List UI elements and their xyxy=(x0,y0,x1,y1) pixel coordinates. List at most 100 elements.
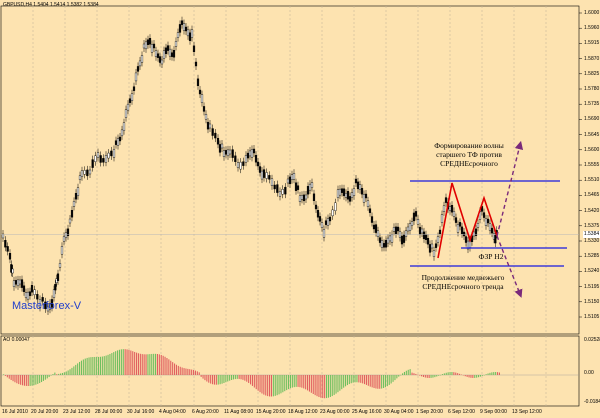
ao-bar xyxy=(272,375,274,397)
ao-bar xyxy=(232,375,234,380)
ao-bar xyxy=(312,375,314,394)
candle-body xyxy=(324,220,328,225)
ao-bar xyxy=(316,375,318,397)
candle-body xyxy=(136,66,140,72)
ao-bar xyxy=(223,375,225,384)
candle-body xyxy=(36,294,39,300)
candle-body xyxy=(142,43,146,49)
price-axis-tick: 1.5690 xyxy=(584,116,600,123)
candle-body xyxy=(62,236,66,242)
candle-body xyxy=(80,170,84,178)
candle-body xyxy=(216,137,220,145)
ao-bar xyxy=(339,375,341,391)
ao-bar xyxy=(303,375,305,389)
candle-body xyxy=(8,252,12,260)
time-axis: 16 Jul 2010 20 Jul 20:00 23 Jul 12:00 28 Ju… xyxy=(0,407,600,418)
ao-bar xyxy=(73,366,75,375)
candle-body xyxy=(74,192,78,200)
ao-bar xyxy=(141,354,143,375)
candle-body xyxy=(394,226,398,235)
candle-body xyxy=(256,161,260,167)
ao-bar xyxy=(365,375,367,385)
ao-bar xyxy=(107,354,109,375)
candle-body xyxy=(16,279,20,287)
ao-bar xyxy=(322,375,324,399)
ao-bar xyxy=(255,375,257,390)
indicator-axis-tick: 0.02528 xyxy=(584,337,600,343)
price-axis-tick: 1.5825 xyxy=(584,70,600,77)
ao-bar xyxy=(352,375,354,383)
candle-body xyxy=(440,214,444,223)
brand-watermark: Masterforex-V xyxy=(12,300,82,312)
ao-bar xyxy=(396,375,398,379)
ao-bar xyxy=(377,375,379,389)
candle-body xyxy=(344,193,348,198)
ao-bar xyxy=(253,375,255,388)
ao-bar xyxy=(52,374,54,375)
candle-body xyxy=(484,218,488,227)
ao-bar xyxy=(335,375,337,394)
ao-bar xyxy=(231,375,233,380)
candle-body xyxy=(314,204,318,210)
candle-body xyxy=(286,178,290,184)
ao-bar xyxy=(23,375,25,386)
indicator-panel[interactable]: AO 0.00047 0.02528 0.00 -0.01849 xyxy=(0,335,600,407)
price-axis-tick: 1.5960 xyxy=(584,25,600,32)
ao-bar xyxy=(354,375,356,383)
candle-body xyxy=(202,106,206,112)
candle-body xyxy=(300,195,304,200)
ao-bar xyxy=(115,351,117,375)
candle-body xyxy=(340,188,344,193)
candle-body xyxy=(290,174,294,180)
candle-body xyxy=(218,144,222,153)
ao-bar xyxy=(497,372,499,375)
candle-body xyxy=(86,169,89,177)
time-axis-tick: 13 Sep 12:00 xyxy=(512,409,542,415)
candle-body xyxy=(318,216,322,222)
ao-bar xyxy=(489,372,491,375)
candle-body xyxy=(174,41,178,47)
ao-bar xyxy=(187,368,189,375)
ao-bar xyxy=(485,374,487,375)
price-axis-tick: 1.6000 xyxy=(584,10,600,16)
ao-bar xyxy=(449,372,451,375)
ao-bar xyxy=(242,375,244,380)
price-axis-tick: 1.5465 xyxy=(584,192,600,199)
candle-body xyxy=(132,86,136,91)
candle-body xyxy=(250,149,254,158)
ao-bar xyxy=(257,375,259,391)
ao-bar xyxy=(327,375,329,398)
ao-bar xyxy=(457,373,459,375)
ao-bar xyxy=(164,356,166,375)
ao-bar xyxy=(479,375,481,377)
candle-body xyxy=(220,143,224,149)
ao-bar xyxy=(346,375,348,386)
candle-body xyxy=(54,283,57,291)
ao-bar xyxy=(229,375,231,381)
ao-bar xyxy=(362,375,364,384)
ao-bar xyxy=(438,375,440,376)
ao-bar xyxy=(234,375,236,380)
candle-body xyxy=(466,240,470,250)
ao-bar xyxy=(33,375,35,386)
ao-bar xyxy=(16,375,18,384)
candle-body xyxy=(22,285,26,292)
time-axis-tick: 6 Sep 12:00 xyxy=(448,409,475,415)
ao-bar xyxy=(6,375,8,378)
price-axis-tick: 1.5240 xyxy=(584,268,600,275)
ao-bar xyxy=(379,375,381,389)
price-chart-panel[interactable]: GBPUSD,H4 1.5404 1.5414 1.5382 1.5384 Ma… xyxy=(0,0,600,335)
ao-bar xyxy=(175,364,177,375)
candle-body xyxy=(184,26,188,32)
candle-body xyxy=(192,45,196,52)
time-axis-tick: 25 Aug 16:00 xyxy=(352,409,382,415)
ao-bar xyxy=(320,375,322,398)
ao-bar xyxy=(270,375,272,397)
candle-body xyxy=(110,150,113,157)
ao-bar xyxy=(174,363,176,375)
candle-body xyxy=(120,129,124,137)
candle-body xyxy=(284,186,287,195)
ao-bar xyxy=(69,369,71,375)
ao-bar xyxy=(236,375,238,379)
candle-body xyxy=(194,61,198,67)
